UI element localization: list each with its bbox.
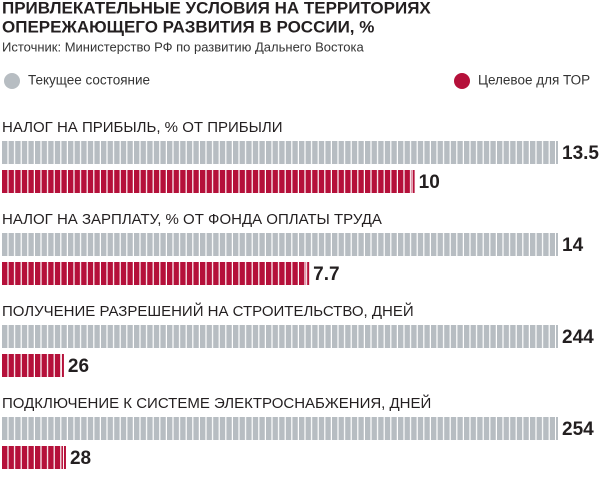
value-label: 28	[70, 448, 91, 469]
value-label: 10	[419, 172, 440, 193]
bar-end	[556, 417, 558, 440]
value-label: 14	[562, 235, 584, 256]
value-label: 13.5	[562, 143, 599, 164]
bar-end	[307, 262, 310, 285]
legend-label: Целевое для ТОР	[478, 73, 590, 88]
chart-title: ПРИВЛЕКАТЕЛЬНЫЕ УСЛОВИЯ НА ТЕРРИТОРИЯХ	[2, 0, 431, 17]
legend-swatch	[454, 73, 470, 89]
bar	[2, 141, 555, 164]
bar	[2, 233, 555, 256]
category-label: ПОЛУЧЕНИЕ РАЗРЕШЕНИЙ НА СТРОИТЕЛЬСТВО, Д…	[2, 302, 414, 320]
bar	[2, 354, 61, 377]
bar-end	[556, 141, 558, 164]
value-label: 26	[68, 356, 89, 377]
legend-swatch	[4, 73, 20, 89]
bar-end	[556, 233, 558, 256]
value-label: 254	[562, 419, 594, 440]
category-label: ПОДКЛЮЧЕНИЕ К СИСТЕМЕ ЭЛЕКТРОСНАБЖЕНИЯ, …	[2, 394, 431, 412]
category-label: НАЛОГ НА ЗАРПЛАТУ, % ОТ ФОНДА ОПЛАТЫ ТРУ…	[2, 211, 382, 228]
bar-end	[412, 170, 415, 193]
bar	[2, 325, 555, 348]
chart-subtitle: Источник: Министерство РФ по развитию Да…	[2, 39, 365, 54]
bar	[2, 170, 412, 193]
bar	[2, 446, 63, 469]
category-label: НАЛОГ НА ПРИБЫЛЬ, % ОТ ПРИБЫЛИ	[2, 119, 283, 136]
value-label: 7.7	[313, 264, 339, 285]
bar	[2, 262, 307, 285]
bar-end	[61, 354, 64, 377]
bar	[2, 417, 555, 440]
legend-label: Текущее состояние	[28, 73, 150, 88]
bar-end	[556, 325, 558, 348]
chart-title: ОПЕРЕЖАЮЩЕГО РАЗВИТИЯ В РОССИИ, %	[2, 17, 374, 36]
value-label: 244	[562, 327, 594, 348]
bar-end	[63, 446, 66, 469]
